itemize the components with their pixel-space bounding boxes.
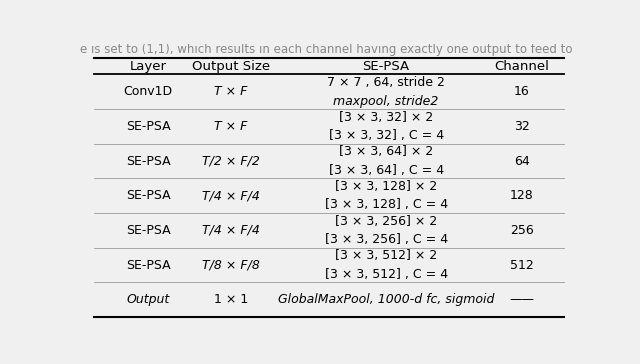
Text: 16: 16: [514, 85, 530, 98]
Text: [3 × 3, 64] × 2: [3 × 3, 64] × 2: [339, 145, 433, 158]
Text: [3 × 3, 256] × 2: [3 × 3, 256] × 2: [335, 215, 437, 228]
Text: Output: Output: [127, 293, 170, 306]
Text: Output Size: Output Size: [192, 59, 270, 72]
Text: 256: 256: [510, 224, 534, 237]
Text: T/4 × F/4: T/4 × F/4: [202, 224, 260, 237]
Text: SE-PSA: SE-PSA: [126, 155, 170, 167]
Text: SE-PSA: SE-PSA: [126, 258, 170, 272]
Text: Channel: Channel: [494, 59, 549, 72]
Text: Layer: Layer: [130, 59, 166, 72]
Text: T/2 × F/2: T/2 × F/2: [202, 155, 260, 167]
Text: Conv1D: Conv1D: [124, 85, 173, 98]
Text: 64: 64: [514, 155, 530, 167]
Text: 512: 512: [510, 258, 534, 272]
Text: SE-PSA: SE-PSA: [126, 189, 170, 202]
Text: e is set to (1,1), which results in each channel having exactly one output to fe: e is set to (1,1), which results in each…: [80, 43, 640, 56]
Text: 128: 128: [510, 189, 534, 202]
Text: 7 × 7 , 64, stride 2: 7 × 7 , 64, stride 2: [327, 76, 445, 89]
Text: [3 × 3, 128] , C = 4: [3 × 3, 128] , C = 4: [324, 198, 448, 211]
Text: 1 × 1: 1 × 1: [214, 293, 248, 306]
Text: [3 × 3, 128] × 2: [3 × 3, 128] × 2: [335, 180, 437, 193]
Text: T/4 × F/4: T/4 × F/4: [202, 189, 260, 202]
Text: [3 × 3, 512] , C = 4: [3 × 3, 512] , C = 4: [324, 268, 448, 281]
Text: 32: 32: [514, 120, 530, 133]
Text: SE-PSA: SE-PSA: [126, 224, 170, 237]
Text: T × F: T × F: [214, 85, 248, 98]
Text: [3 × 3, 32] × 2: [3 × 3, 32] × 2: [339, 111, 433, 124]
Text: T/8 × F/8: T/8 × F/8: [202, 258, 260, 272]
Text: [3 × 3, 32] , C = 4: [3 × 3, 32] , C = 4: [328, 129, 444, 142]
Text: maxpool, stride2: maxpool, stride2: [333, 95, 439, 107]
Text: ——: ——: [509, 293, 534, 306]
Text: [3 × 3, 256] , C = 4: [3 × 3, 256] , C = 4: [324, 233, 448, 246]
Text: T × F: T × F: [214, 120, 248, 133]
Text: SE-PSA: SE-PSA: [126, 120, 170, 133]
Text: [3 × 3, 512] × 2: [3 × 3, 512] × 2: [335, 249, 437, 262]
Text: SE-PSA: SE-PSA: [363, 59, 410, 72]
Text: GlobalMaxPool, 1000-d fc, sigmoid: GlobalMaxPool, 1000-d fc, sigmoid: [278, 293, 494, 306]
Text: [3 × 3, 64] , C = 4: [3 × 3, 64] , C = 4: [328, 164, 444, 177]
